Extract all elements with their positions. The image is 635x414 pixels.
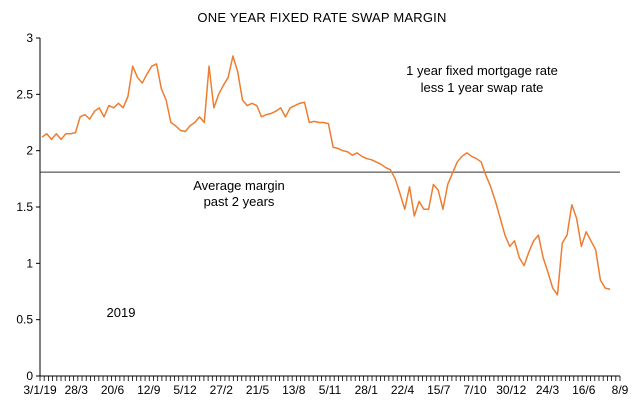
x-tick-label: 20/6 — [101, 383, 125, 397]
average-label-line-1: Average margin — [193, 178, 285, 193]
annotation-line-2: less 1 year swap rate — [421, 80, 544, 95]
y-tick-label: 3 — [26, 31, 33, 45]
y-tick-label: 2.5 — [16, 87, 33, 101]
x-tick-label: 3/1/19 — [23, 383, 57, 397]
x-tick-label: 22/4 — [391, 383, 415, 397]
chart-title: ONE YEAR FIXED RATE SWAP MARGIN — [197, 10, 446, 25]
y-tick-label: 1.5 — [16, 200, 33, 214]
x-tick-label: 27/2 — [210, 383, 234, 397]
x-tick-label: 24/3 — [536, 383, 560, 397]
x-tick-label: 16/6 — [572, 383, 596, 397]
y-tick-label: 0.5 — [16, 313, 33, 327]
x-axis: 3/1/19 28/3 20/6 12/9 5/12 27/2 21/5 13/8 5/11 28… — [23, 375, 629, 397]
y-tick-label: 0 — [26, 369, 33, 383]
y-tick-label: 2 — [26, 144, 33, 158]
year-label: 2019 — [107, 305, 136, 320]
x-tick-label: 5/11 — [319, 383, 342, 397]
x-tick-label: 15/7 — [427, 383, 451, 397]
x-tick-label: 5/12 — [173, 383, 197, 397]
series-line-margin — [41, 55, 611, 296]
x-tick-label: 7/10 — [463, 383, 487, 397]
x-tick-label: 21/5 — [246, 383, 270, 397]
x-tick-label: 8/9 — [612, 383, 629, 397]
x-tick-label: 30/12 — [496, 383, 526, 397]
x-tick-label: 13/8 — [282, 383, 306, 397]
x-tick-label: 28/1 — [355, 383, 379, 397]
x-tick-label: 28/3 — [65, 383, 89, 397]
average-label-line-2: past 2 years — [204, 194, 275, 209]
annotation-line-1: 1 year fixed mortgage rate — [406, 63, 558, 78]
y-axis: 0 0.5 1 1.5 2 2.5 3 — [16, 31, 41, 383]
y-tick-label: 1 — [26, 256, 33, 270]
x-tick-label: 12/9 — [137, 383, 161, 397]
